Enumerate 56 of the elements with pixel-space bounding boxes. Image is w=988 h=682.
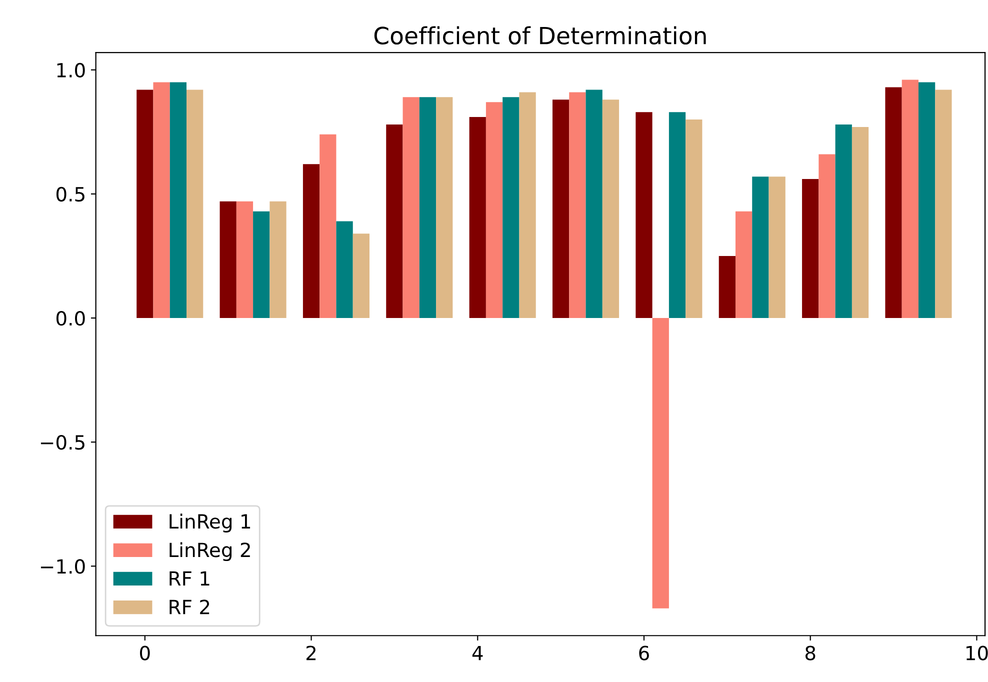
bar: [918, 82, 936, 318]
x-tick-label: 4: [472, 646, 483, 660]
bar: [352, 234, 370, 318]
bar: [386, 124, 403, 318]
y-tick-label: 0.0: [56, 310, 85, 326]
bar: [735, 211, 752, 318]
bar: [586, 90, 602, 318]
bar: [668, 112, 686, 318]
bar: [902, 80, 918, 318]
bar: [852, 126, 869, 318]
bar: [519, 92, 536, 318]
bar: [136, 90, 154, 318]
bar: [652, 318, 669, 608]
x-tick-label: 6: [639, 646, 649, 660]
bar: [935, 90, 952, 318]
bar: [436, 97, 453, 318]
legend-label: RF 2: [170, 600, 210, 614]
bar: [236, 201, 254, 318]
bar: [602, 100, 620, 318]
bar: [469, 117, 486, 318]
bar: [320, 134, 336, 318]
bar: [636, 112, 652, 318]
bar: [885, 87, 902, 318]
bar: [552, 100, 570, 318]
bar: [220, 201, 236, 318]
bar: [835, 124, 852, 318]
bar: [170, 82, 187, 318]
y-tick-label: 1.0: [57, 62, 85, 78]
x-tick-label: 0: [140, 646, 150, 660]
bar: [336, 221, 353, 318]
x-tick-label: 10: [966, 646, 988, 660]
bar: [768, 176, 786, 318]
legend-label: RF 1: [170, 571, 210, 586]
bar: [253, 211, 270, 318]
bar: [270, 201, 286, 318]
bar: [686, 120, 702, 318]
bar: [569, 92, 586, 318]
bar: [718, 256, 736, 318]
chart-title: Coefficient of Determination: [374, 26, 706, 45]
bar: [486, 102, 503, 318]
bar: [802, 179, 819, 318]
y-tick-label: −0.5: [40, 435, 84, 450]
bar: [502, 97, 520, 318]
bar: [818, 154, 836, 318]
bar: [402, 97, 420, 318]
bar: [419, 97, 436, 318]
bar: [186, 90, 204, 318]
x-tick-label: 8: [805, 646, 816, 660]
bar: [302, 164, 320, 318]
bar: [153, 82, 170, 318]
y-tick-label: −1.0: [40, 559, 85, 574]
legend-label: LinReg 2: [170, 542, 250, 562]
legend-label: LinReg 1: [170, 514, 250, 532]
y-tick-label: 0.5: [56, 186, 84, 202]
x-tick-label: 2: [306, 646, 316, 660]
bar: [752, 176, 769, 318]
